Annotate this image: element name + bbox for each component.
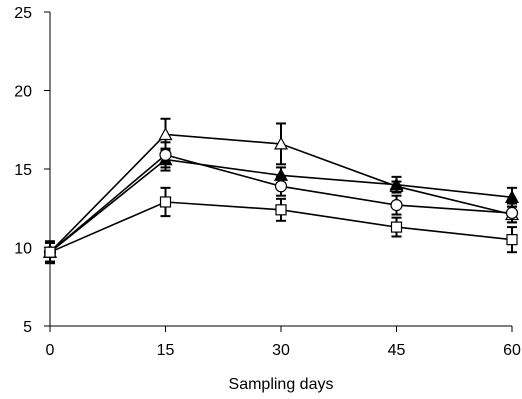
- data-point-open-circle: [505, 206, 519, 220]
- series-open-square: [44, 186, 518, 265]
- data-point-open-square: [506, 234, 518, 246]
- data-point-open-circle: [390, 199, 403, 212]
- series-open-circle: [43, 141, 519, 263]
- data-point-open-triangle: [158, 127, 173, 141]
- y-tick-label: 5: [23, 319, 32, 336]
- data-point-open-square: [275, 204, 287, 216]
- data-point-filled-triangle: [504, 190, 520, 203]
- x-axis-title: Sampling days: [229, 376, 334, 393]
- data-point-open-circle: [159, 148, 172, 161]
- data-point-filled-triangle: [389, 177, 404, 191]
- y-tick-label: 20: [14, 84, 32, 101]
- data-point-open-square: [44, 246, 56, 258]
- data-point-open-circle: [274, 180, 288, 193]
- x-tick-label: 60: [503, 342, 521, 359]
- x-tick-label: 30: [272, 342, 290, 359]
- data-point-open-square: [390, 221, 403, 233]
- data-point-open-triangle: [273, 136, 289, 150]
- y-tick-label: 25: [14, 5, 32, 22]
- data-point-open-square: [159, 196, 172, 208]
- x-ticks: 0 15 30 45 60: [46, 326, 521, 359]
- x-tick-label: 15: [157, 342, 175, 359]
- y-tick-label: 10: [14, 241, 32, 258]
- y-tick-label: 15: [14, 162, 32, 179]
- x-tick-label: 0: [46, 342, 55, 359]
- y-ticks: 5 10 15 20 25: [14, 5, 50, 336]
- series-layer: [42, 117, 520, 265]
- x-tick-label: 45: [388, 342, 406, 359]
